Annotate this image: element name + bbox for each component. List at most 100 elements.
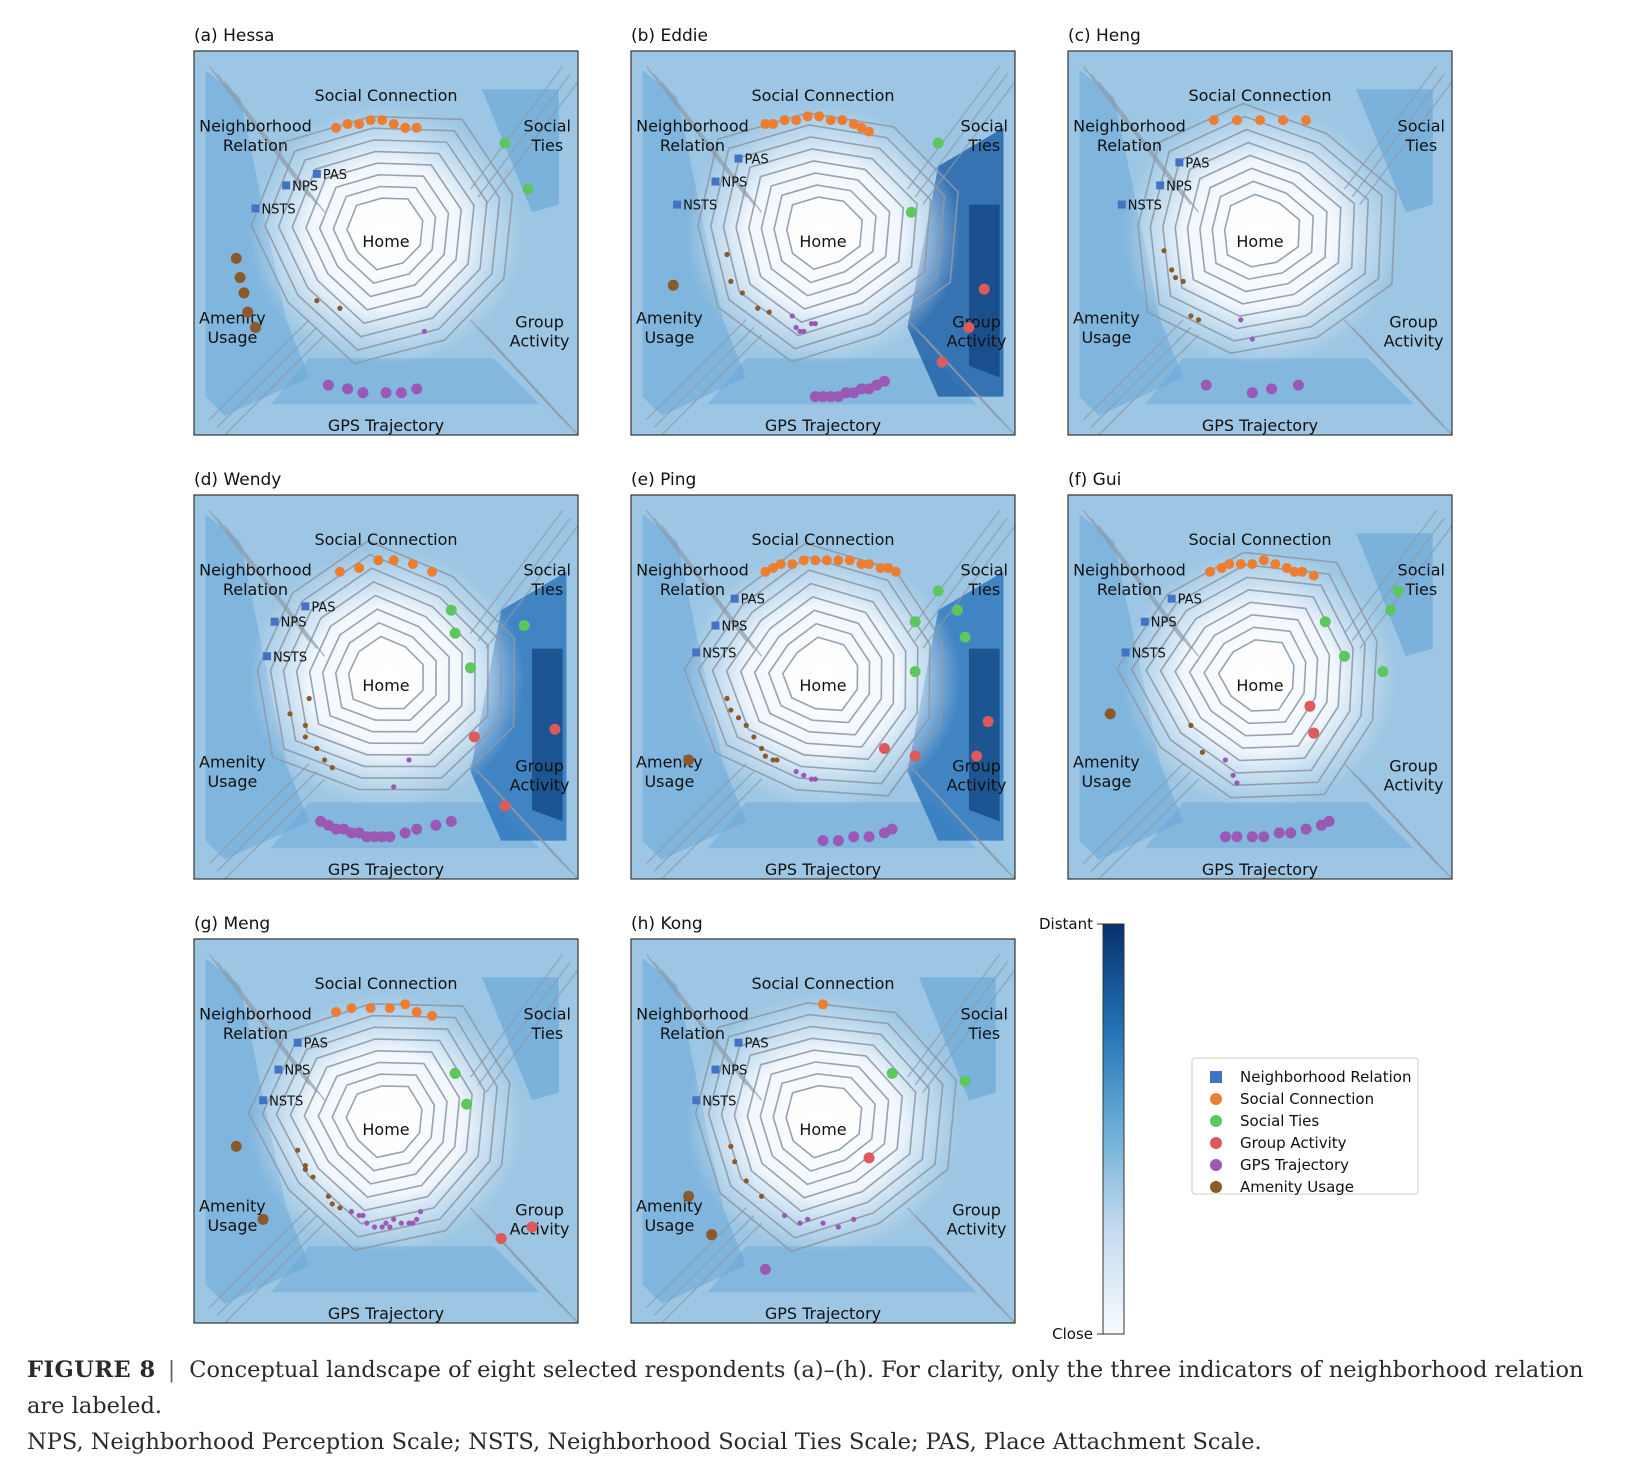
label-group-activity: Activity <box>947 332 1007 351</box>
contour-line <box>303 1049 461 1198</box>
label-home: Home <box>362 232 409 251</box>
point-social-connection <box>883 562 894 573</box>
point-social-connection <box>331 1006 342 1017</box>
point-gps-trajectory <box>368 831 380 843</box>
label-social-connection: Social Connection <box>751 530 894 549</box>
point-amenity-usage <box>230 252 242 264</box>
point-inner-purple <box>835 1224 841 1230</box>
indicator-pas <box>734 1038 743 1047</box>
point-social-connection <box>848 118 859 129</box>
point-inner-purple <box>398 1220 404 1226</box>
point-inner-purple <box>793 324 799 331</box>
point-inner-brown <box>306 695 312 702</box>
contour-line <box>707 1013 944 1239</box>
contour-line <box>922 525 1016 650</box>
label-social-connection: Social Connection <box>314 974 457 993</box>
colorbar-gradient <box>1102 923 1125 1335</box>
valley-right-deep <box>968 648 1000 822</box>
point-social-ties <box>905 206 917 218</box>
contour-line <box>914 73 1008 198</box>
point-gps-trajectory <box>817 391 829 403</box>
indicator-pas <box>312 169 321 178</box>
contour-line <box>753 609 883 736</box>
point-amenity-usage <box>1104 708 1116 720</box>
point-group-activity <box>549 723 561 735</box>
point-social-ties <box>932 137 944 149</box>
point-social-connection <box>864 559 875 570</box>
point-inner-brown <box>774 757 780 763</box>
panel-2: (b) Eddie Social ConnectionNeighborhoodRe… <box>630 26 1016 436</box>
point-inner-purple <box>1234 780 1240 786</box>
label-social-connection: Social Connection <box>314 530 457 549</box>
label-home: Home <box>362 1120 409 1139</box>
point-inner-brown <box>1161 248 1167 254</box>
contour-line <box>922 81 1016 206</box>
indicator-nsts <box>692 648 701 657</box>
point-social-connection <box>1308 570 1319 581</box>
contour-line <box>653 1214 755 1316</box>
point-inner-purple <box>801 328 807 334</box>
contour-line <box>653 73 755 206</box>
legend-marker <box>1210 1071 1222 1083</box>
contour-line <box>725 582 907 761</box>
label-neighborhood-relation: Neighborhood <box>1073 561 1186 580</box>
point-inner-purple <box>391 784 397 790</box>
point-inner-purple <box>797 328 803 334</box>
point-social-ties <box>522 183 534 195</box>
contour-line <box>469 509 564 634</box>
point-social-ties <box>909 616 921 628</box>
caption-line-1: Conceptual landscape of eight selected r… <box>27 1357 1584 1419</box>
contour-line <box>1149 115 1383 342</box>
point-social-connection <box>346 1003 357 1014</box>
contour-line <box>477 517 571 642</box>
point-group-activity <box>909 750 921 762</box>
point-social-connection <box>814 111 825 122</box>
contour-line <box>485 778 579 880</box>
point-gps-trajectory <box>322 379 334 391</box>
point-social-connection <box>384 1003 395 1014</box>
point-inner-purple <box>820 1220 826 1226</box>
label-amenity-usage: Amenity <box>1073 309 1140 328</box>
contour-line <box>661 81 763 213</box>
panel-title: (a) Hessa <box>194 26 274 46</box>
point-social-connection <box>787 559 798 570</box>
contour-line <box>208 763 310 865</box>
point-social-connection <box>760 118 771 129</box>
contour-line <box>208 319 310 421</box>
figure-caption: FIGURE 8 | Conceptual landscape of eight s… <box>27 1352 1617 1460</box>
label-neighborhood-relation: Neighborhood <box>636 1005 749 1024</box>
figure-label: FIGURE 8 <box>27 1357 156 1383</box>
label-neighborhood-relation: Relation <box>223 136 288 155</box>
panel-frame <box>1067 494 1453 880</box>
label-home: Home <box>1236 232 1283 251</box>
contour-line <box>1082 509 1184 642</box>
point-inner-brown <box>724 251 730 258</box>
label-amenity-usage: Usage <box>207 772 257 791</box>
label-group-activity: Group <box>952 756 1001 775</box>
label-neighborhood-relation: Relation <box>223 580 288 599</box>
point-social-connection <box>856 122 867 133</box>
contour-line <box>216 326 318 428</box>
contour-line <box>711 569 919 773</box>
panel-8: (h) Kong Social ConnectionNeighborhoodRel… <box>630 914 1016 1324</box>
indicator-nsts <box>251 204 260 213</box>
label-neighborhood-relation: Neighborhood <box>636 117 749 136</box>
indicator-label: NSTS <box>269 1094 303 1109</box>
point-social-connection <box>342 118 353 129</box>
contour-line <box>1223 193 1301 268</box>
indicator-label: PAS <box>311 600 335 615</box>
contour-line <box>1090 326 1192 428</box>
point-social-connection <box>411 1006 422 1017</box>
contour-line <box>739 596 895 748</box>
indicator-label: PAS <box>745 153 769 168</box>
contour-line <box>216 517 318 650</box>
contour-line <box>208 65 310 198</box>
indicator-label: PAS <box>1178 593 1202 608</box>
point-gps-trajectory <box>1200 379 1212 391</box>
legend: Neighborhood Relation Social Connection So… <box>1191 1057 1419 1196</box>
point-inner-purple <box>379 1224 385 1230</box>
point-inner-brown <box>314 298 320 304</box>
label-gps-trajectory: GPS Trajectory <box>328 416 444 435</box>
label-neighborhood-relation: Relation <box>223 1024 288 1043</box>
point-social-connection <box>1301 115 1312 126</box>
